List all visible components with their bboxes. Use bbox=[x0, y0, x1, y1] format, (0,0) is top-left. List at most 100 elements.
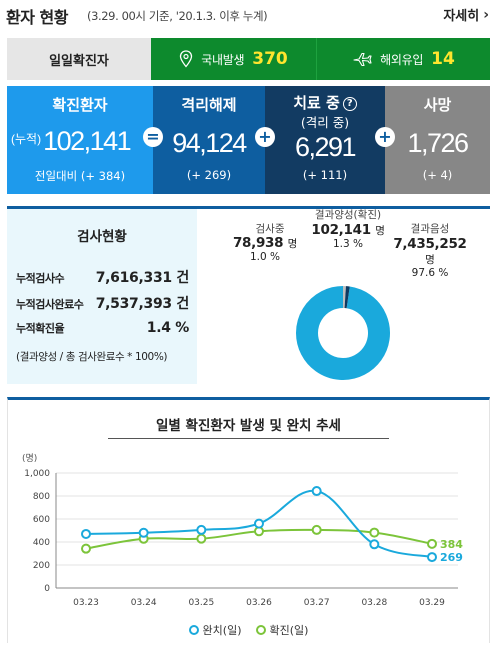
deaths-value: 1,726 bbox=[407, 128, 469, 158]
pie-slice-negative bbox=[296, 286, 390, 380]
pie-positive-pct: 1.3 % bbox=[332, 238, 363, 250]
pie-positive-value: 102,141 bbox=[311, 222, 371, 238]
trend-title: 일별 확진환자 발생 및 완치 추세 bbox=[156, 418, 341, 434]
domestic-value: 370 bbox=[252, 49, 288, 69]
legend-recovered-label: 완치(일) bbox=[202, 624, 242, 637]
point-recovered[interactable] bbox=[254, 518, 264, 529]
test-pie-chart bbox=[296, 286, 390, 380]
point-recovered[interactable] bbox=[311, 486, 322, 497]
confirmed-change: 전일대비 (+ 384) bbox=[34, 169, 126, 183]
point-recovered[interactable] bbox=[427, 552, 437, 563]
legend-confirmed[interactable]: 확진(일) bbox=[255, 622, 308, 638]
point-confirmed[interactable] bbox=[196, 533, 207, 544]
more-label: 자세히 bbox=[443, 9, 480, 24]
test-row-value: 7,537,393 건 bbox=[95, 296, 190, 312]
chart-legend: 완치(일) 확진(일) bbox=[8, 622, 489, 638]
point-recovered[interactable] bbox=[138, 527, 149, 538]
domestic-label: 국내발생 bbox=[201, 52, 245, 67]
end-label-confirmed: 384 bbox=[440, 538, 463, 551]
pie-label-negative: 결과음성 7,435,252 명 97.6 % bbox=[375, 221, 485, 279]
y-tick-label: 0 bbox=[44, 584, 50, 594]
deaths-change: (+ 4) bbox=[422, 168, 453, 182]
confirmed-total: (누적)102,141 bbox=[7, 126, 153, 157]
y-tick-label: 400 bbox=[33, 538, 50, 548]
point-confirmed[interactable] bbox=[81, 543, 91, 554]
pie-positive-label: 결과양성(확진) bbox=[314, 209, 382, 221]
legend-confirmed-marker bbox=[255, 625, 266, 635]
test-row: 누적검사완료수 7,537,393 건 bbox=[16, 293, 189, 313]
test-row: 누적확진율 1.4 % bbox=[16, 320, 189, 336]
equal-icon: = bbox=[143, 127, 163, 147]
pie-label-testing: 검사중 bbox=[225, 221, 315, 236]
help-icon[interactable]: ? bbox=[342, 97, 357, 111]
test-row-value: 1.4 % bbox=[146, 320, 190, 336]
pie-label-positive: 결과양성(확진) 102,141 명 1.3 % bbox=[293, 207, 403, 250]
plus-icon: + bbox=[375, 127, 395, 147]
y-tick-label: 200 bbox=[33, 561, 50, 571]
airplane-icon bbox=[353, 52, 372, 67]
test-row-label: 누적검사완료수 bbox=[16, 298, 84, 311]
page-subtitle: (3.29. 00시 기준, '20.1.3. 이후 누계) bbox=[87, 9, 268, 23]
plus-icon: + bbox=[255, 127, 275, 147]
test-title: 검사현황 bbox=[77, 229, 127, 245]
trend-panel: 일별 확진환자 발생 및 완치 추세 (명) 0 200 400 600 800 1,000… bbox=[7, 397, 490, 643]
deaths-title: 사망 bbox=[423, 96, 452, 114]
treating-subtitle: (격리 중) bbox=[300, 115, 350, 130]
point-confirmed[interactable] bbox=[427, 538, 437, 549]
test-note: (결과양성 / 총 검사완료수 * 100%) bbox=[16, 351, 168, 363]
y-tick-label: 800 bbox=[33, 492, 50, 502]
point-confirmed[interactable] bbox=[369, 527, 380, 538]
map-pin-icon bbox=[180, 50, 193, 68]
released-value: 94,124 bbox=[172, 128, 247, 158]
abroad-cases: 해외유입 14 bbox=[317, 38, 490, 80]
x-tick-label: 03.27 bbox=[304, 598, 330, 608]
confirmed-box: 확진환자 (누적)102,141 전일대비 (+ 384) bbox=[7, 86, 153, 194]
confirmed-title: 확진환자 bbox=[52, 96, 108, 114]
test-status-panel: 검사현황 누적검사수 7,616,331 건 누적검사완료수 7,537,393… bbox=[7, 206, 490, 384]
pie-testing-value: 78,938 bbox=[232, 235, 284, 251]
pie-negative-unit: 명 bbox=[425, 254, 435, 266]
pie-negative-label: 결과음성 bbox=[410, 223, 450, 235]
confirmed-value: 102,141 bbox=[43, 126, 132, 156]
x-tick-label: 03.25 bbox=[188, 598, 214, 608]
y-axis-label: (명) bbox=[22, 453, 37, 464]
test-row: 누적검사수 7,616,331 건 bbox=[16, 267, 189, 287]
x-tick-label: 03.28 bbox=[361, 598, 387, 608]
x-tick-label: 03.29 bbox=[419, 598, 445, 608]
point-recovered[interactable] bbox=[81, 528, 91, 539]
point-confirmed[interactable] bbox=[311, 524, 322, 535]
pie-positive-unit: 명 bbox=[375, 225, 385, 237]
page-title: 환자 현황 bbox=[6, 8, 68, 27]
more-button[interactable]: 자세히 › bbox=[443, 5, 489, 25]
test-row-label: 누적확진율 bbox=[16, 322, 65, 335]
x-tick-label: 03.26 bbox=[246, 598, 272, 608]
legend-recovered[interactable]: 완치(일) bbox=[188, 622, 242, 638]
test-row-label: 누적검사수 bbox=[16, 272, 65, 285]
daily-label: 일일확진자 bbox=[7, 38, 151, 80]
pie-testing-pct: 1.0 % bbox=[249, 251, 280, 263]
chevron-right-icon: › bbox=[483, 6, 489, 23]
pie-testing-unit: 명 bbox=[287, 238, 298, 250]
treating-box: 치료 중? (격리 중) 6,291 (+ 111) bbox=[265, 86, 385, 194]
domestic-cases: 국내발생 370 bbox=[151, 38, 317, 80]
test-pie-area: 검사중 78,938 명 1.0 % 결과양성(확진) 102,141 명 1.… bbox=[197, 209, 490, 384]
point-recovered[interactable] bbox=[196, 524, 207, 535]
pie-value-testing: 78,938 명 1.0 % bbox=[215, 235, 315, 263]
abroad-label: 해외유입 bbox=[380, 52, 424, 67]
point-recovered[interactable] bbox=[369, 539, 380, 550]
released-title: 격리해제 bbox=[181, 96, 237, 114]
pie-testing-label: 검사중 bbox=[255, 223, 285, 235]
end-label-recovered: 269 bbox=[440, 551, 463, 564]
treating-value: 6,291 bbox=[294, 132, 357, 162]
y-tick-label: 1,000 bbox=[24, 469, 50, 479]
treating-title-row: 치료 중? bbox=[265, 92, 385, 113]
daily-confirmed-bar: 일일확진자 국내발생 370 해외유입 14 bbox=[7, 38, 490, 80]
released-box: 격리해제 94,124 (+ 269) bbox=[153, 86, 265, 194]
deaths-box: 사망 1,726 (+ 4) bbox=[385, 86, 490, 194]
pie-negative-value: 7,435,252 bbox=[393, 236, 467, 252]
trend-line-chart: (명) 0 200 400 600 800 1,000 03.23 03.24 03.25 03.2… bbox=[22, 453, 463, 608]
legend-recovered-marker bbox=[188, 625, 199, 635]
test-row-value: 7,616,331 건 bbox=[95, 270, 190, 286]
x-tick-label: 03.23 bbox=[73, 598, 99, 608]
released-change: (+ 269) bbox=[186, 168, 232, 182]
